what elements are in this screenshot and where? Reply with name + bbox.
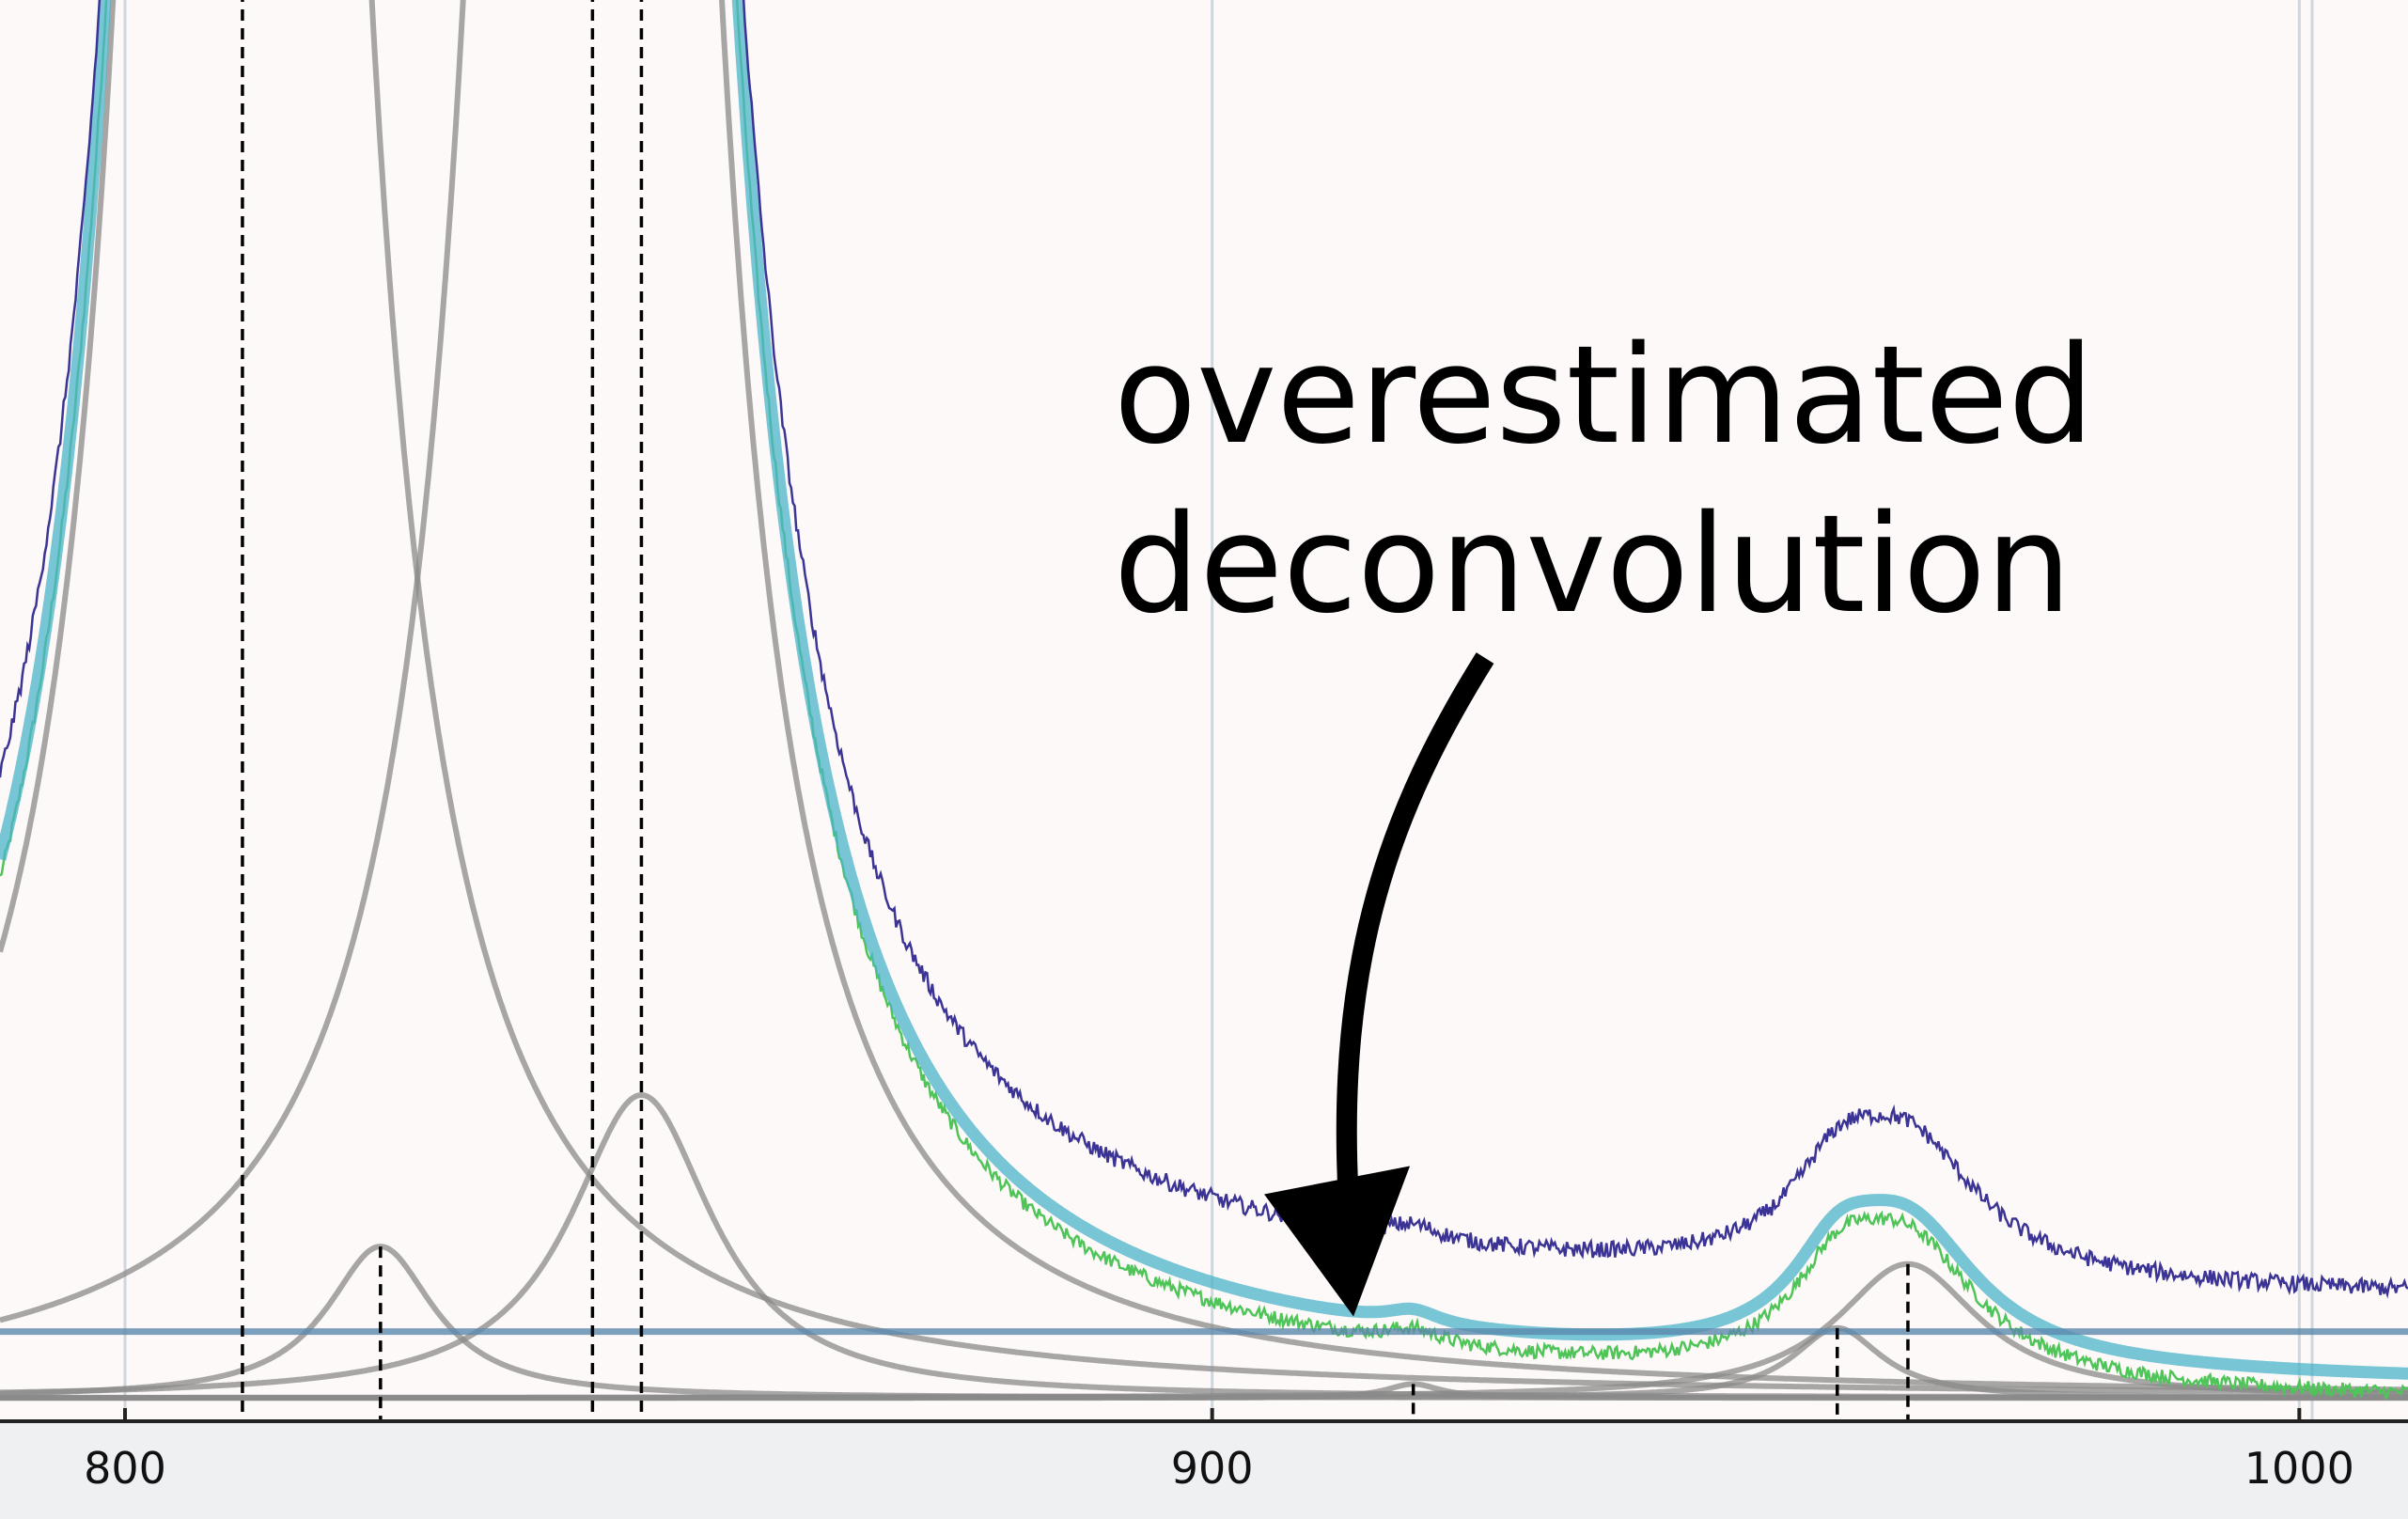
series-layer (0, 0, 2408, 1402)
component-curve-7 (0, 1261, 2408, 1401)
peak-markers (241, 0, 1910, 1421)
grid-lines (123, 0, 2314, 1421)
total-fit-line (0, 0, 2408, 1380)
plot-area (0, 0, 2408, 1421)
annotation: overestimated deconvolution (1114, 316, 2094, 1317)
corrected-spectrum-line (0, 0, 2408, 1402)
annotation-line-2: deconvolution (1114, 485, 2072, 643)
x-tick-label: 800 (84, 1443, 166, 1494)
x-tick-label: 900 (1171, 1443, 1254, 1494)
annotation-arrow-head (1264, 1166, 1411, 1317)
x-axis: 800 900 1000 (0, 1408, 2408, 1494)
raw-spectrum-line (0, 0, 2408, 1299)
annotation-arrow-shaft (1336, 652, 1494, 1205)
annotation-line-1: overestimated (1114, 316, 2094, 474)
x-tick-label: 1000 (2244, 1443, 2354, 1494)
component-curve-3 (0, 0, 2408, 1393)
